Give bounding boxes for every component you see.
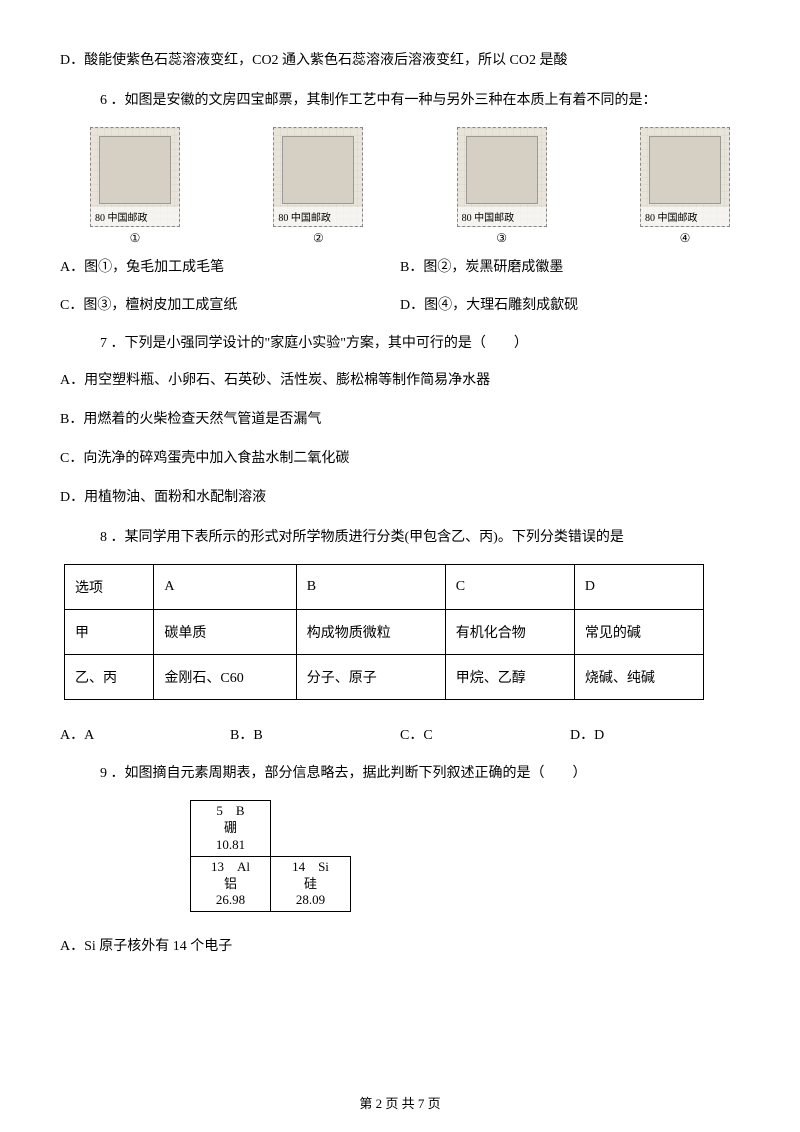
- pt-b-num: 5: [216, 803, 223, 818]
- pt-cell-al: 13 Al 铝 26.98: [191, 856, 271, 912]
- q8-r0c2: 构成物质微粒: [296, 610, 445, 655]
- pt-b-mass: 10.81: [191, 837, 270, 854]
- stamp-1-num: ①: [90, 231, 180, 246]
- q7-opt-d: D．用植物油、面粉和水配制溶液: [60, 487, 740, 508]
- stamp-2-num: ②: [273, 231, 363, 246]
- periodic-table-snippet: 5 B 硼 10.81 13 Al 铝 26.98 14 Si 硅 28.09: [190, 800, 740, 912]
- q8-r1c3: 甲烷、乙醇: [445, 655, 574, 700]
- pt-al-mass: 26.98: [191, 892, 270, 909]
- q8-h3: C: [445, 565, 574, 610]
- q7-stem: 7 ．下列是小强同学设计的"家庭小实验"方案，其中可行的是（ ）: [100, 332, 740, 352]
- pt-cell-si: 14 Si 硅 28.09: [271, 856, 351, 912]
- pt-si-num: 14: [292, 859, 305, 874]
- stamp-3: 80 中国邮政: [457, 127, 547, 227]
- q8-r1c4: 烧碱、纯碱: [574, 655, 703, 700]
- q8-h4: D: [574, 565, 703, 610]
- q6-opt-a: A．图①，兔毛加工成毛笔: [60, 256, 400, 276]
- pt-al-sym: Al: [237, 859, 250, 874]
- stamp-2: 80 中国邮政: [273, 127, 363, 227]
- q8-opt-c: C．C: [400, 724, 570, 744]
- stamp-1: 80 中国邮政: [90, 127, 180, 227]
- q8-h0: 选项: [65, 565, 154, 610]
- q8-table: 选项 A B C D 甲 碳单质 构成物质微粒 有机化合物 常见的碱 乙、丙 金…: [64, 564, 704, 700]
- stamp-3-label: 80 中国邮政: [458, 207, 546, 226]
- q8-r0c3: 有机化合物: [445, 610, 574, 655]
- q8-r0c4: 常见的碱: [574, 610, 703, 655]
- q6-opt-c: C．图③，檀树皮加工成宣纸: [60, 294, 400, 314]
- pt-al-num: 13: [211, 859, 224, 874]
- q8-r1c2: 分子、原子: [296, 655, 445, 700]
- q5-opt-d: D．酸能使紫色石蕊溶液变红，CO2 通入紫色石蕊溶液后溶液变红，所以 CO2 是…: [60, 50, 740, 71]
- q8-r1c0: 乙、丙: [65, 655, 154, 700]
- q6-opt-d: D．图④，大理石雕刻成歙砚: [400, 294, 740, 314]
- stamp-4-label: 80 中国邮政: [641, 207, 729, 226]
- stamp-4-num: ④: [640, 231, 730, 246]
- pt-si-mass: 28.09: [271, 892, 350, 909]
- q8-stem: 8 ．某同学用下表所示的形式对所学物质进行分类(甲包含乙、丙)。下列分类错误的是: [100, 526, 740, 546]
- q7-opt-c: C．向洗净的碎鸡蛋壳中加入食盐水制二氧化碳: [60, 448, 740, 469]
- q8-opt-d: D．D: [570, 724, 740, 744]
- stamp-1-label: 80 中国邮政: [91, 207, 179, 226]
- pt-b-sym: B: [236, 803, 245, 818]
- q8-r1c1: 金刚石、C60: [154, 655, 296, 700]
- q9-stem: 9 ．如图摘自元素周期表，部分信息略去，据此判断下列叙述正确的是（ ）: [100, 762, 740, 782]
- q7-opt-a: A．用空塑料瓶、小卵石、石英砂、活性炭、膨松棉等制作简易净水器: [60, 370, 740, 391]
- pt-al-name: 铝: [191, 876, 270, 893]
- pt-cell-b: 5 B 硼 10.81: [191, 801, 271, 857]
- pt-si-name: 硅: [271, 876, 350, 893]
- q8-h2: B: [296, 565, 445, 610]
- q9-opt-a: A．Si 原子核外有 14 个电子: [60, 936, 740, 957]
- page-footer: 第 2 页 共 7 页: [0, 1093, 800, 1112]
- q8-r0c1: 碳单质: [154, 610, 296, 655]
- q8-h1: A: [154, 565, 296, 610]
- q8-r0c0: 甲: [65, 610, 154, 655]
- stamp-4: 80 中国邮政: [640, 127, 730, 227]
- pt-b-name: 硼: [191, 820, 270, 837]
- q8-opt-b: B．B: [230, 724, 400, 744]
- q8-opt-a: A．A: [60, 724, 230, 744]
- q6-stem: 6 ．如图是安徽的文房四宝邮票，其制作工艺中有一种与另外三种在本质上有着不同的是…: [100, 89, 740, 109]
- stamp-3-num: ③: [457, 231, 547, 246]
- q7-opt-b: B．用燃着的火柴检查天然气管道是否漏气: [60, 409, 740, 430]
- pt-si-sym: Si: [318, 859, 329, 874]
- stamp-2-label: 80 中国邮政: [274, 207, 362, 226]
- q6-stamps-row: 80 中国邮政 ① 80 中国邮政 ② 80 中国邮政 ③ 80 中国邮政 ④: [60, 127, 740, 246]
- q6-opt-b: B．图②，炭黑研磨成徽墨: [400, 256, 740, 276]
